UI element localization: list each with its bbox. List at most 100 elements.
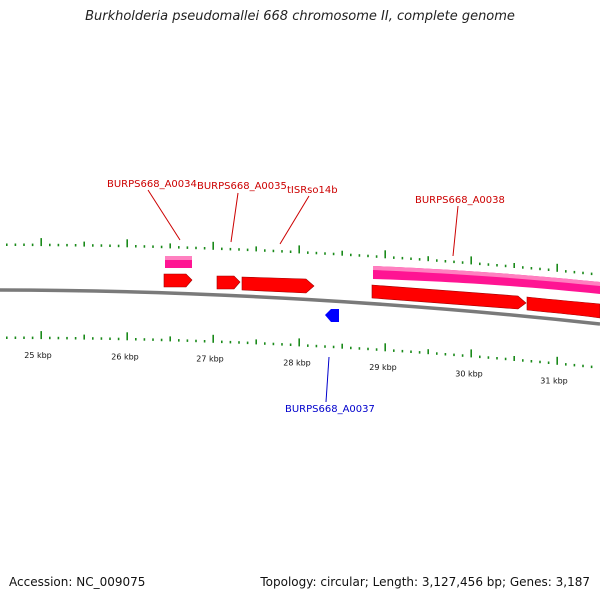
minor-tick (427, 349, 429, 355)
leader-line-trna (279, 195, 310, 245)
minor-tick (496, 264, 498, 267)
gene-label-a0034[interactable]: BURPS668_A0034 (107, 179, 197, 190)
leader-line-a0035 (230, 192, 239, 243)
minor-tick (401, 256, 404, 260)
minor-tick (341, 343, 343, 349)
minor-tick (436, 352, 438, 355)
minor-tick (66, 336, 68, 340)
minor-tick (14, 336, 17, 339)
minor-tick (358, 254, 361, 257)
minor-tick (332, 252, 335, 256)
minor-tick (410, 257, 412, 260)
minor-tick (264, 342, 266, 345)
leader-line-a0038 (452, 205, 459, 257)
minor-tick (573, 270, 576, 274)
scale-label: 31 kbp (540, 377, 568, 386)
gene-arrow-a0039[interactable] (526, 296, 600, 319)
minor-tick (427, 256, 429, 262)
scale-label-group: 25 kbp 26 kbp 27 kbp 28 kbp 29 kbp 30 kbp 31 k… (24, 351, 568, 386)
major-tick (470, 256, 472, 265)
minor-tick (461, 354, 464, 357)
minor-tick (92, 244, 94, 247)
gene-arrow-trna[interactable] (241, 276, 315, 294)
minor-tick (160, 245, 163, 249)
minor-tick (143, 338, 146, 341)
minor-tick (573, 363, 576, 367)
minor-tick (444, 353, 447, 356)
gene-arrow-a0038[interactable] (371, 284, 527, 310)
minor-tick (513, 356, 515, 361)
minor-tick (281, 343, 283, 346)
major-tick (212, 241, 214, 250)
scale-label: 27 kbp (196, 355, 224, 364)
minor-tick (547, 268, 550, 271)
minor-tick (109, 337, 111, 340)
scale-label: 30 kbp (455, 369, 483, 378)
minor-tick (522, 359, 524, 362)
minor-tick (375, 255, 378, 258)
gene-arrow-a0034[interactable] (163, 273, 193, 288)
minor-tick (272, 249, 275, 253)
scale-label: 25 kbp (24, 351, 52, 360)
forward-gene-track (163, 273, 600, 319)
chromosome-backbone (0, 288, 600, 326)
minor-tick (590, 272, 593, 276)
cds-feature-a0038[interactable] (373, 266, 600, 294)
minor-tick (152, 245, 154, 248)
upper-tick-track (6, 238, 593, 276)
minor-tick (444, 260, 447, 263)
minor-tick (229, 247, 232, 251)
minor-tick (565, 270, 567, 273)
gene-arrow-a0037[interactable] (325, 309, 339, 322)
minor-tick (23, 336, 25, 339)
minor-tick (582, 364, 584, 368)
minor-tick (83, 334, 85, 340)
major-tick (298, 338, 300, 347)
minor-tick (350, 346, 352, 350)
major-tick (556, 356, 558, 365)
major-tick (126, 239, 128, 248)
gene-label-trna[interactable]: tISRso14b (287, 185, 338, 196)
minor-tick (74, 244, 77, 247)
minor-tick (178, 339, 180, 342)
major-tick (40, 331, 42, 340)
minor-tick (57, 336, 60, 340)
minor-tick (565, 363, 567, 366)
minor-tick (324, 345, 326, 348)
gene-label-a0038[interactable]: BURPS668_A0038 (415, 195, 505, 206)
minor-tick (436, 259, 438, 262)
minor-tick (281, 250, 283, 253)
minor-tick (49, 336, 51, 340)
minor-tick (186, 339, 189, 342)
minor-tick (255, 339, 257, 345)
minor-tick (221, 247, 223, 251)
minor-tick (74, 337, 77, 340)
minor-tick (315, 251, 318, 255)
minor-tick (135, 245, 137, 248)
minor-tick (289, 250, 292, 253)
minor-tick (487, 356, 490, 359)
gene-arrow-a0035[interactable] (216, 275, 241, 290)
minor-tick (238, 248, 240, 251)
accession-text: Accession: NC_009075 (9, 575, 146, 589)
minor-tick (461, 261, 464, 264)
cds-feature-highlight (373, 266, 600, 286)
minor-tick (100, 337, 103, 340)
gene-label-a0037[interactable]: BURPS668_A0037 (285, 404, 375, 415)
minor-tick (418, 351, 421, 354)
minor-tick (332, 345, 335, 349)
minor-tick (496, 357, 498, 360)
gene-label-a0035[interactable]: BURPS668_A0035 (197, 181, 287, 192)
minor-tick (350, 253, 352, 257)
minor-tick (264, 249, 266, 252)
label-leader-lines (147, 189, 459, 257)
minor-tick (539, 267, 541, 271)
minor-tick (152, 338, 154, 341)
minor-tick (66, 243, 68, 247)
major-tick (126, 332, 128, 341)
minor-tick (504, 357, 507, 361)
cds-feature-highlight (165, 256, 192, 260)
cds-feature-track (165, 256, 600, 294)
minor-tick (530, 267, 533, 270)
